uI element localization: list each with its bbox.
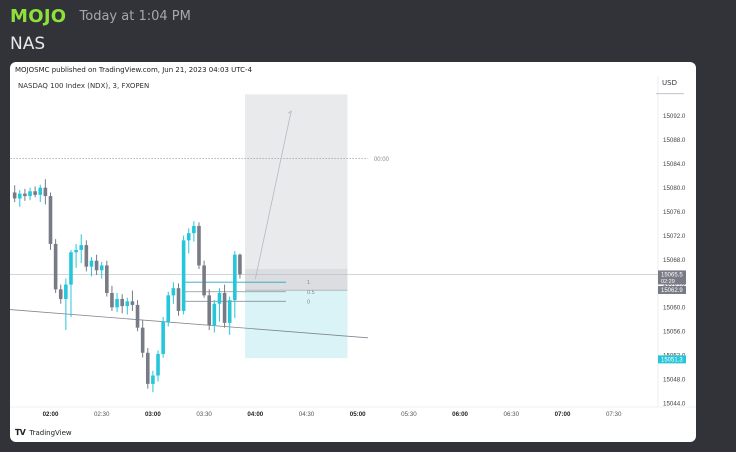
time-tick-label: 07:30 (606, 411, 622, 418)
candle-down (53, 243, 58, 290)
price-tick-label: 15084.0 (663, 161, 686, 168)
price-label-value: 15062.9 (661, 288, 683, 294)
candle-down (176, 288, 181, 311)
tradingview-logo: 𝐓V TradingView (15, 428, 72, 438)
message-text: NAS (10, 34, 46, 54)
candle-up (192, 225, 196, 234)
candle-down (145, 352, 150, 384)
price-label-box (658, 355, 686, 364)
candle-up (79, 245, 84, 250)
candle-down (135, 304, 140, 328)
candle-down (207, 295, 212, 326)
candle-up (186, 233, 191, 241)
time-tick-label: 03:00 (145, 411, 161, 418)
candle-up (17, 193, 22, 199)
position-entry-band (245, 269, 348, 290)
time-tick-label: 02:30 (94, 411, 110, 418)
price-tick-label: 15092.0 (663, 113, 686, 120)
time-tick-label: 06:30 (504, 411, 520, 418)
published-caption: MOJOSMC published on TradingView.com, Ju… (15, 66, 253, 74)
price-tick-label: 15044.0 (663, 400, 686, 407)
price-label-box (658, 270, 686, 285)
author-name[interactable]: MOJO (10, 6, 67, 27)
candle-up (166, 295, 171, 322)
price-tick-label: 15088.0 (663, 137, 686, 144)
price-label-value: 15051.3 (661, 357, 683, 363)
price-tick-label: 15076.0 (663, 209, 686, 216)
time-tick-label: 06:00 (452, 411, 468, 418)
message-header: MOJO Today at 1:04 PM (10, 6, 191, 30)
tradingview-brand: TradingView (29, 429, 72, 437)
candle-up (38, 187, 43, 195)
candle-down (84, 245, 89, 267)
candle-up (99, 265, 104, 271)
price-tick-label: 15080.0 (663, 185, 686, 192)
candle-down (12, 192, 17, 199)
candle-down (130, 301, 135, 305)
candle-down (120, 298, 124, 307)
price-tick-label: 15068.0 (663, 257, 686, 264)
candle-up (233, 254, 237, 301)
projection-arrow-head (287, 110, 292, 115)
candle-up (74, 249, 78, 253)
candle-down (197, 225, 201, 266)
candle-down (58, 289, 63, 299)
candle-up (151, 375, 155, 384)
candle-up (125, 301, 130, 307)
symbol-title: NASDAQ 100 Index (NDX), 3, FXOPEN (18, 82, 150, 90)
candle-up (64, 284, 68, 299)
time-tick-label: 07:00 (555, 411, 571, 418)
price-tick-label: 15048.0 (663, 376, 686, 383)
candle-down (202, 265, 206, 296)
candle-up (89, 260, 94, 267)
candle-down (48, 196, 53, 244)
time-tick-label: 03:30 (196, 411, 212, 418)
candle-down (33, 191, 37, 195)
fib-level-label: 0 (307, 299, 310, 305)
candle-down (105, 265, 109, 293)
candle-up (115, 298, 119, 308)
time-tick-label: 02:00 (43, 411, 59, 418)
currency-label: USD (662, 79, 677, 87)
price-label-box (658, 285, 686, 294)
dotted-level-label: 00:00 (374, 157, 390, 163)
candle-down (23, 193, 27, 197)
price-tick-label: 15060.0 (663, 305, 686, 312)
projection-arrow (254, 111, 292, 280)
candle-down (110, 292, 114, 308)
price-axis-scrollbar (656, 93, 684, 95)
position-risk-zone (245, 94, 348, 290)
candle-up (217, 292, 222, 304)
price-tick-label: 15072.0 (663, 233, 686, 240)
candle-down (140, 327, 145, 353)
candle-up (227, 300, 232, 323)
candle-down (222, 292, 227, 323)
candle-up (181, 240, 186, 311)
time-tick-label: 04:30 (299, 411, 315, 418)
candle-up (171, 288, 176, 296)
candle-down (43, 187, 48, 197)
position-reward-zone (245, 289, 348, 359)
trend-line (10, 309, 368, 339)
candle-up (28, 191, 32, 197)
price-label-sub: 02:29 (661, 279, 675, 285)
price-tick-label: 15056.0 (663, 329, 686, 336)
candlestick-chart: 00:00 1 0.5 0 15092.0 15088.0 15084.0 15080.0 15… (10, 76, 696, 418)
candle-down (238, 254, 242, 275)
message-timestamp: Today at 1:04 PM (79, 9, 191, 24)
tradingview-logo-icon: 𝐓V (15, 428, 26, 437)
time-tick-label: 05:30 (401, 411, 417, 418)
candle-up (69, 252, 73, 285)
time-tick-label: 05:00 (350, 411, 366, 418)
candle-up (212, 303, 217, 326)
time-tick-label: 04:00 (247, 411, 263, 418)
price-label-value: 15065.5 (661, 272, 683, 278)
candle-down (94, 260, 99, 271)
candle-up (156, 353, 160, 376)
chart-image-card[interactable]: MOJOSMC published on TradingView.com, Ju… (10, 62, 696, 442)
fib-level-label: 0.5 (307, 290, 315, 296)
fib-level-label: 1 (307, 280, 310, 286)
candle-up (161, 321, 165, 354)
